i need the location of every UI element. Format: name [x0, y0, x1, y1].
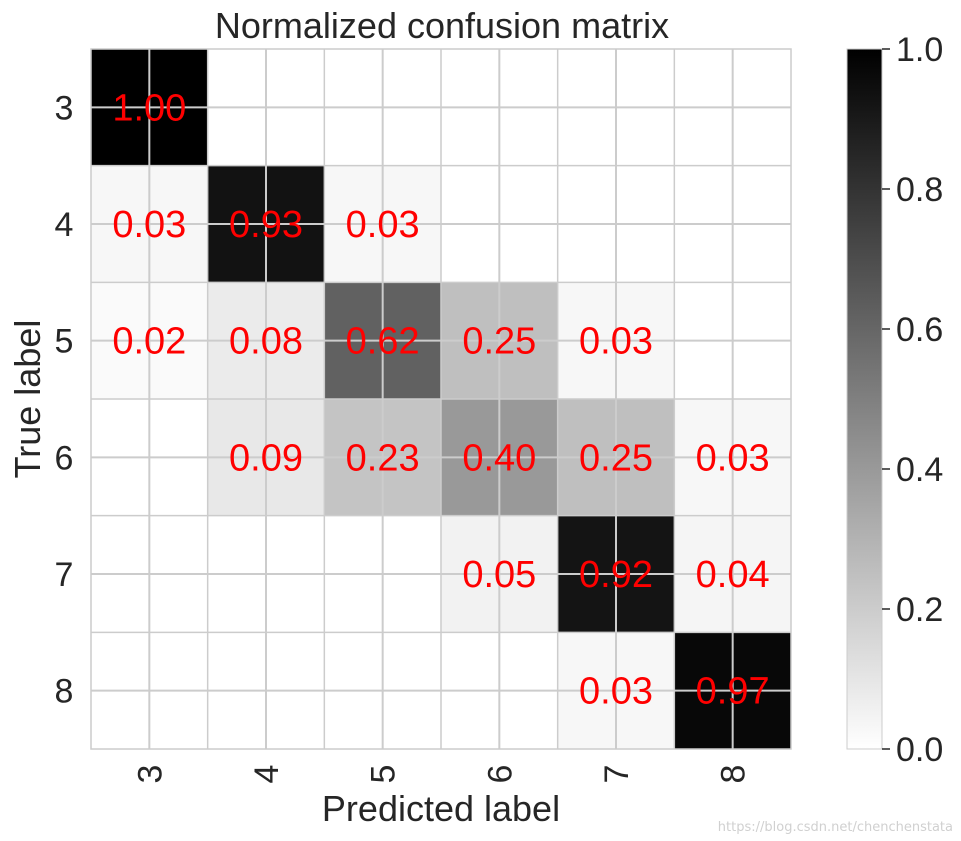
y-tick-label: 8: [55, 673, 74, 711]
x-tick-label: 8: [715, 765, 753, 784]
cell-annotation: 0.93: [229, 204, 303, 246]
cell-annotation: 0.03: [112, 204, 186, 246]
plot-frame: [90, 48, 792, 750]
cell-annotation: 0.04: [696, 554, 770, 596]
x-tick-label: 7: [598, 765, 636, 784]
cell-annotation: 0.08: [229, 321, 303, 363]
x-tick-label: 4: [248, 765, 286, 784]
cell-annotation: 1.00: [112, 87, 186, 129]
chart-title: Normalized confusion matrix: [215, 5, 669, 46]
cell-annotation: 0.03: [696, 437, 770, 479]
x-tick-label: 5: [365, 765, 403, 784]
cell-annotation: 0.03: [579, 671, 653, 713]
y-tick-label: 6: [55, 439, 74, 477]
x-tick-label: 6: [481, 765, 519, 784]
cell-annotation: 0.02: [112, 321, 186, 363]
x-tick-label: 3: [131, 765, 169, 784]
cell-annotation: 0.62: [346, 321, 420, 363]
y-tick-label: 7: [55, 556, 74, 594]
x-axis-label: Predicted label: [322, 788, 560, 829]
cell-annotation: 0.05: [462, 554, 536, 596]
cell-annotation: 0.03: [579, 321, 653, 363]
colorbar-tick-label: 0.6: [896, 311, 943, 349]
cell-annotation: 0.25: [579, 437, 653, 479]
colorbar-tick-label: 0.4: [896, 451, 943, 489]
y-tick-label: 3: [55, 89, 74, 127]
cell-annotation: 0.92: [579, 554, 653, 596]
cell-annotation: 0.09: [229, 437, 303, 479]
colorbar-tick-label: 0.8: [896, 171, 943, 209]
cell-annotation: 0.25: [462, 321, 536, 363]
colorbar-tick-label: 1.0: [896, 31, 943, 69]
watermark: https://blog.csdn.net/chenchenstata: [717, 820, 953, 835]
cell-annotation: 0.03: [346, 204, 420, 246]
cell-annotation: 0.23: [346, 437, 420, 479]
colorbar: [846, 48, 883, 750]
cell-annotation: 0.97: [696, 671, 770, 713]
y-tick-label: 5: [55, 323, 74, 361]
colorbar-tick-label: 0.0: [896, 731, 943, 769]
cell-annotation: 0.40: [462, 437, 536, 479]
y-tick-label: 4: [55, 206, 74, 244]
y-axis-label: True label: [7, 320, 48, 479]
colorbar-tick-label: 0.2: [896, 591, 943, 629]
